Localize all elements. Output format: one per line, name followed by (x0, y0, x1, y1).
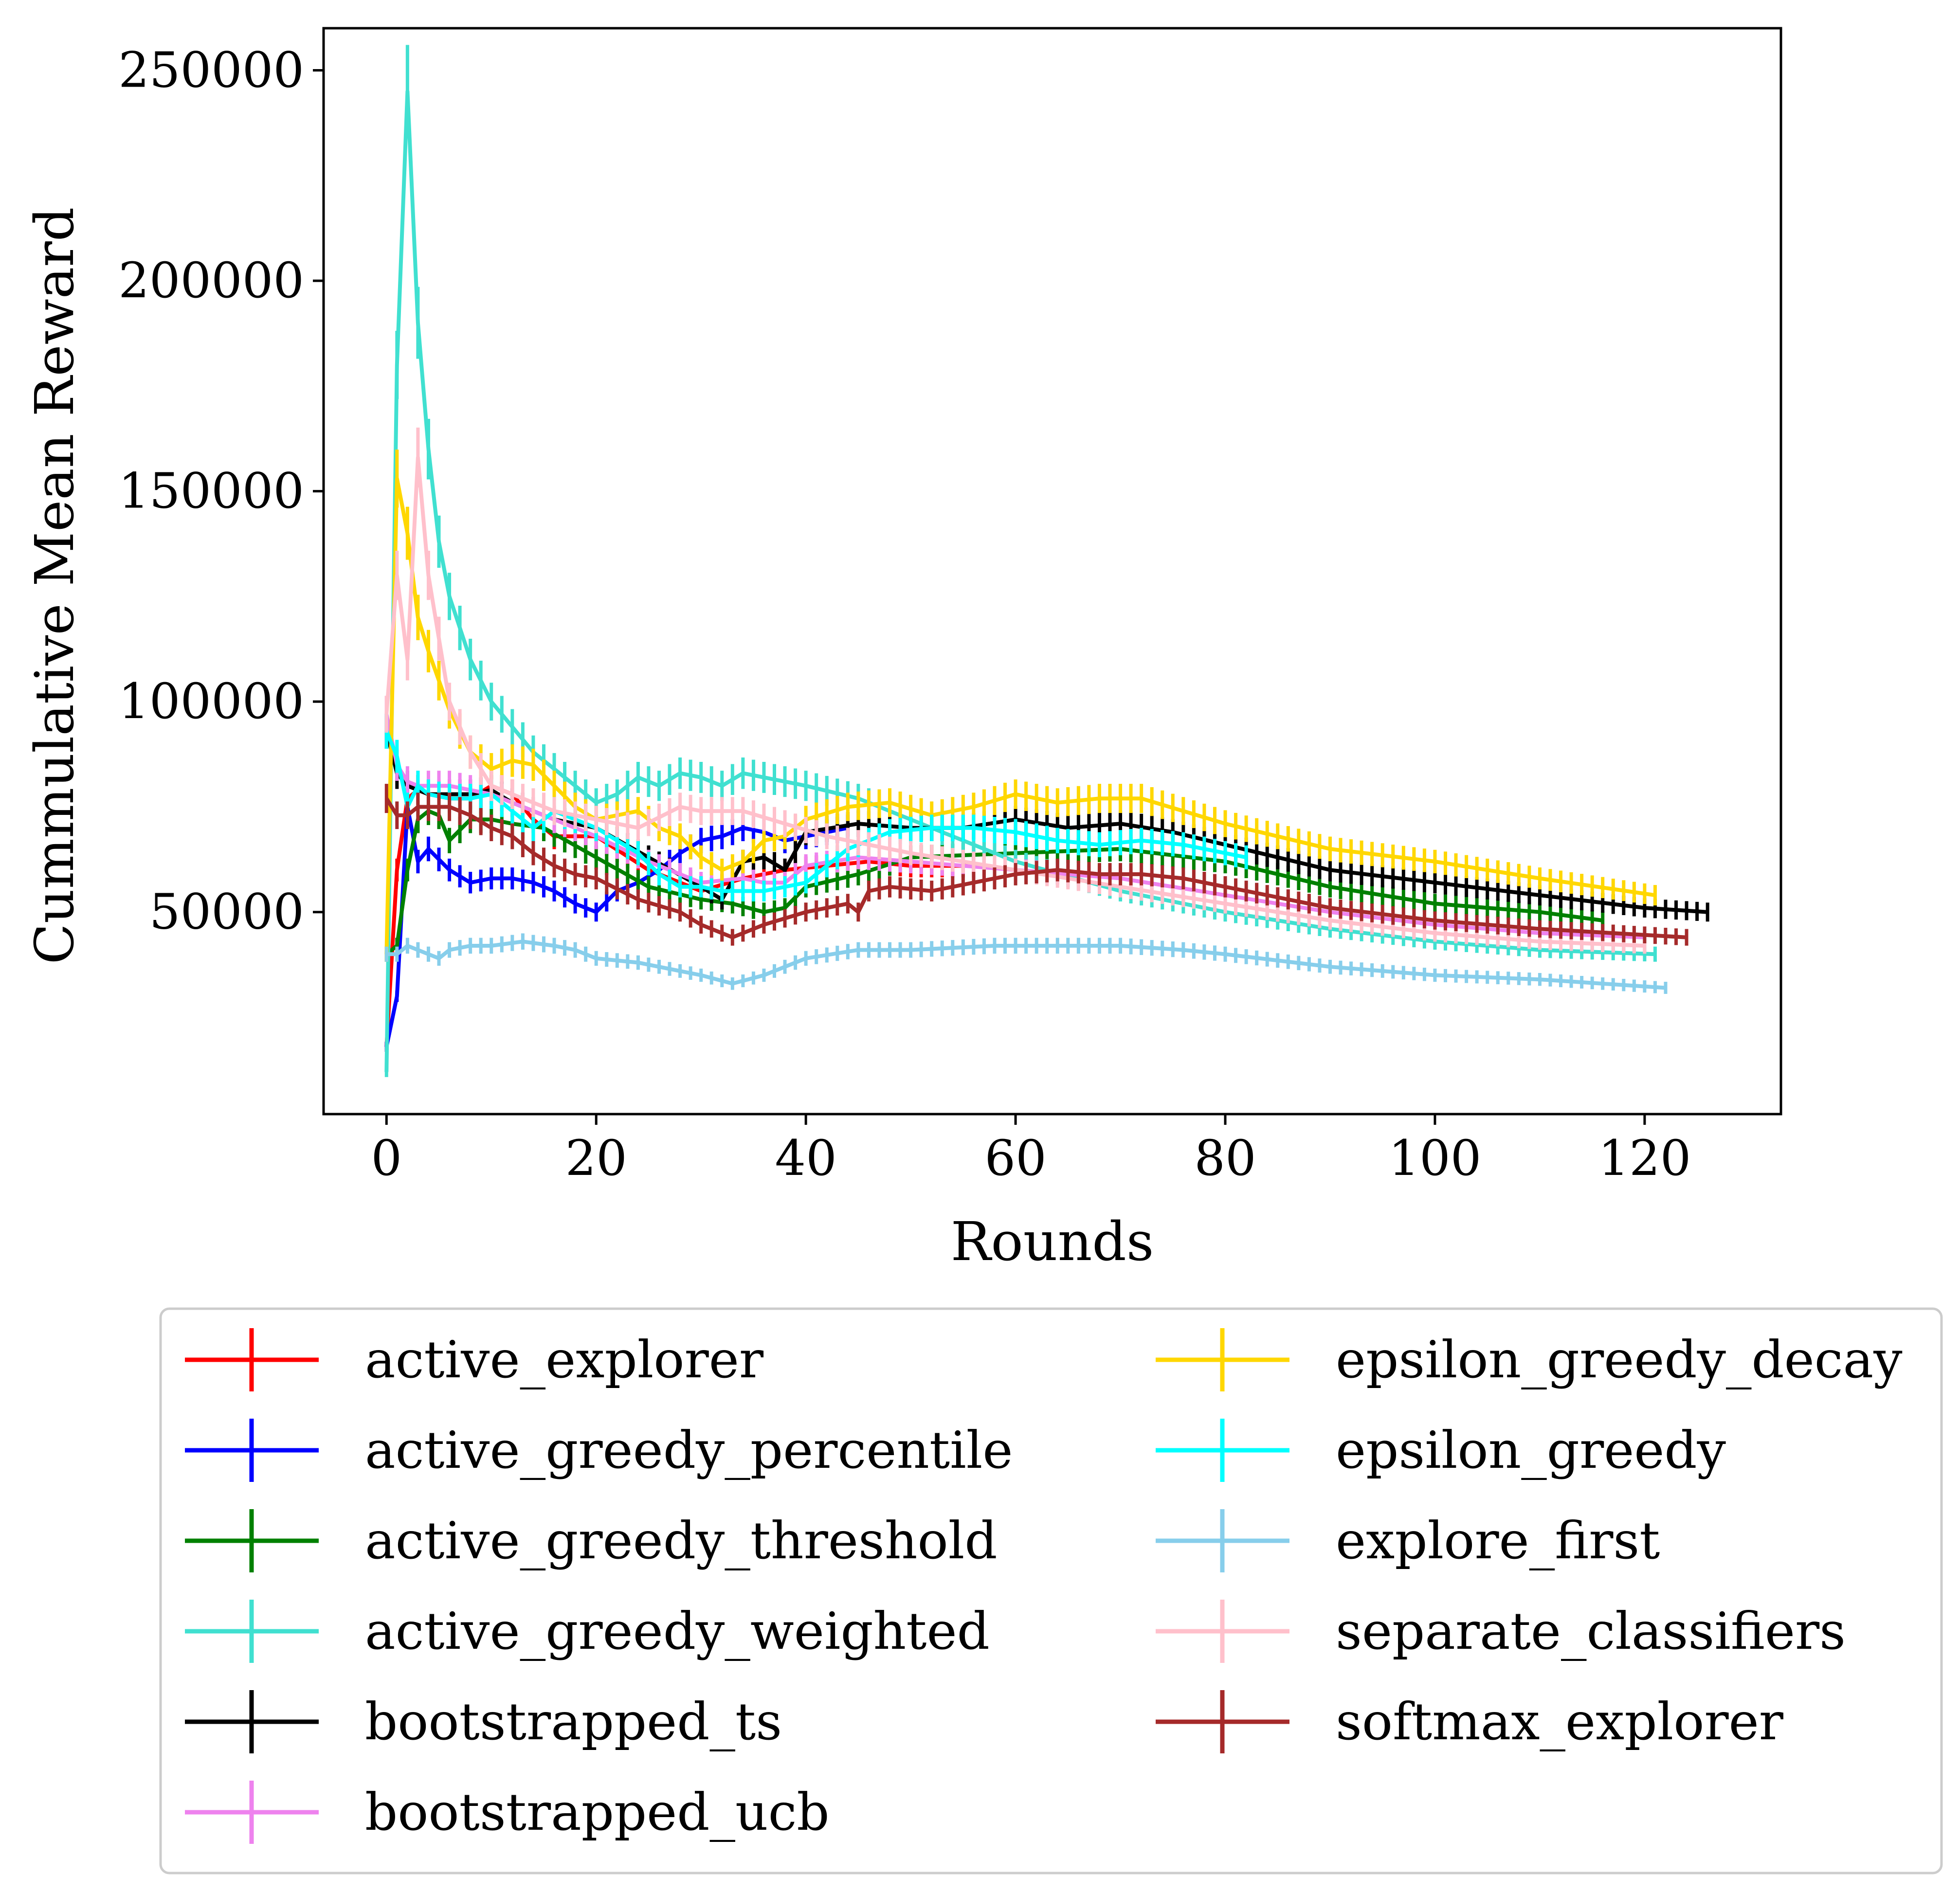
series-line (384, 476, 1655, 955)
series-line (384, 797, 1687, 939)
y-tick-label: 150000 (118, 463, 304, 520)
x-tick-label: 0 (371, 1130, 402, 1187)
series-explore-first (384, 933, 1668, 994)
x-axis-label: Rounds (951, 1210, 1154, 1273)
y-tick-label: 250000 (118, 42, 304, 99)
legend-label: active_greedy_weighted (365, 1602, 990, 1661)
series-line (384, 89, 1655, 1072)
legend-label: separate_classifiers (1336, 1602, 1846, 1661)
x-tick-label: 20 (565, 1130, 627, 1187)
legend-label: bootstrapped_ucb (365, 1783, 830, 1842)
legend-box (159, 1307, 1943, 1875)
series-line (386, 939, 1666, 990)
legend-label: epsilon_greedy_decay (1336, 1330, 1903, 1389)
legend-label: bootstrapped_ts (365, 1692, 782, 1751)
y-axis-label: Cummulative Mean Reward (23, 207, 86, 965)
legend-label: epsilon_greedy (1336, 1421, 1726, 1480)
legend-item-active-greedy-threshold: active_greedy_threshold (185, 1509, 998, 1572)
y-tick-label: 50000 (149, 883, 304, 940)
legend-item-softmax-explorer: softmax_explorer (1156, 1690, 1784, 1753)
x-axis: 0 20 40 60 80 100 120 (371, 1114, 1691, 1187)
legend-item-separate-classifiers: separate_classifiers (1156, 1600, 1846, 1663)
x-tick-label: 40 (775, 1130, 837, 1187)
x-tick-label: 60 (984, 1130, 1046, 1187)
legend-label: active_greedy_percentile (365, 1421, 1013, 1480)
series-softmax-explorer (384, 784, 1688, 946)
plot-area-frame (322, 27, 1782, 1116)
x-tick-label: 100 (1389, 1130, 1482, 1187)
legend-item-epsilon-greedy-decay: epsilon_greedy_decay (1156, 1328, 1903, 1391)
legend-label: active_explorer (365, 1330, 764, 1389)
legend-item-active-greedy-weighted: active_greedy_weighted (185, 1600, 990, 1663)
series-line (384, 455, 1645, 948)
x-tick-label: 80 (1194, 1130, 1256, 1187)
legend-label: softmax_explorer (1336, 1692, 1784, 1751)
series-separate-classifiers (384, 427, 1647, 954)
legend-item-active-greedy-percentile: active_greedy_percentile (185, 1419, 1013, 1482)
series-layer (384, 45, 1709, 1077)
series-line (385, 809, 1603, 956)
legend: active_explorer active_greedy_percentilea… (159, 1307, 1943, 1875)
legend-item-bootstrapped-ts: bootstrapped_ts (185, 1690, 782, 1753)
legend-item-epsilon-greedy: epsilon_greedy (1156, 1419, 1726, 1482)
legend-label: explore_first (1336, 1511, 1660, 1570)
legend-item-active-explorer: active_explorer (185, 1328, 764, 1391)
y-axis: 50000 100000 150000 200000 250000 (118, 42, 324, 940)
legend-label: active_greedy_threshold (365, 1511, 998, 1570)
legend-item-bootstrapped-ucb: bootstrapped_ucb (185, 1781, 830, 1844)
legend-item-explore-first: explore_first (1156, 1509, 1660, 1572)
y-tick-label: 200000 (118, 252, 304, 309)
y-tick-label: 100000 (118, 673, 304, 730)
x-tick-label: 120 (1598, 1130, 1691, 1187)
